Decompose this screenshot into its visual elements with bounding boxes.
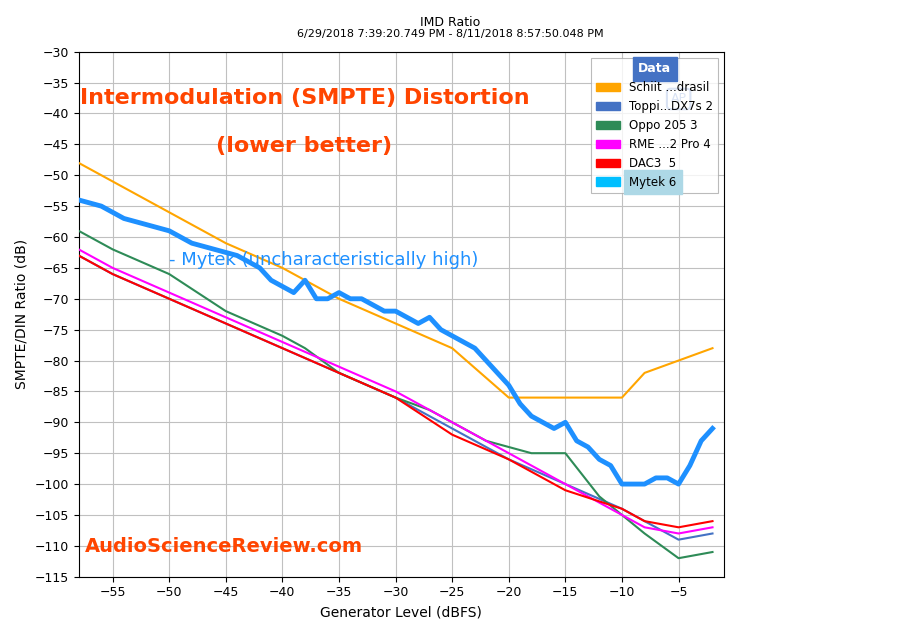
Text: AP: AP <box>670 93 687 105</box>
Text: 6/29/2018 7:39:20.749 PM - 8/11/2018 8:57:50.048 PM: 6/29/2018 7:39:20.749 PM - 8/11/2018 8:5… <box>297 29 604 39</box>
X-axis label: Generator Level (dBFS): Generator Level (dBFS) <box>320 605 482 619</box>
Text: - Mytek (uncharacteristically high): - Mytek (uncharacteristically high) <box>169 251 478 269</box>
Text: Intermodulation (SMPTE) Distortion: Intermodulation (SMPTE) Distortion <box>79 89 529 108</box>
Text: AudioScienceReview.com: AudioScienceReview.com <box>85 537 363 556</box>
Text: (lower better): (lower better) <box>216 136 393 156</box>
Y-axis label: SMPTE/DIN Ratio (dB): SMPTE/DIN Ratio (dB) <box>15 239 29 389</box>
Text: IMD Ratio: IMD Ratio <box>421 16 480 29</box>
Legend: Schiit ...drasil, Toppi...DX7s 2, Oppo 205 3, RME ...2 Pro 4, DAC3  5, Mytek 6: Schiit ...drasil, Toppi...DX7s 2, Oppo 2… <box>591 58 718 193</box>
